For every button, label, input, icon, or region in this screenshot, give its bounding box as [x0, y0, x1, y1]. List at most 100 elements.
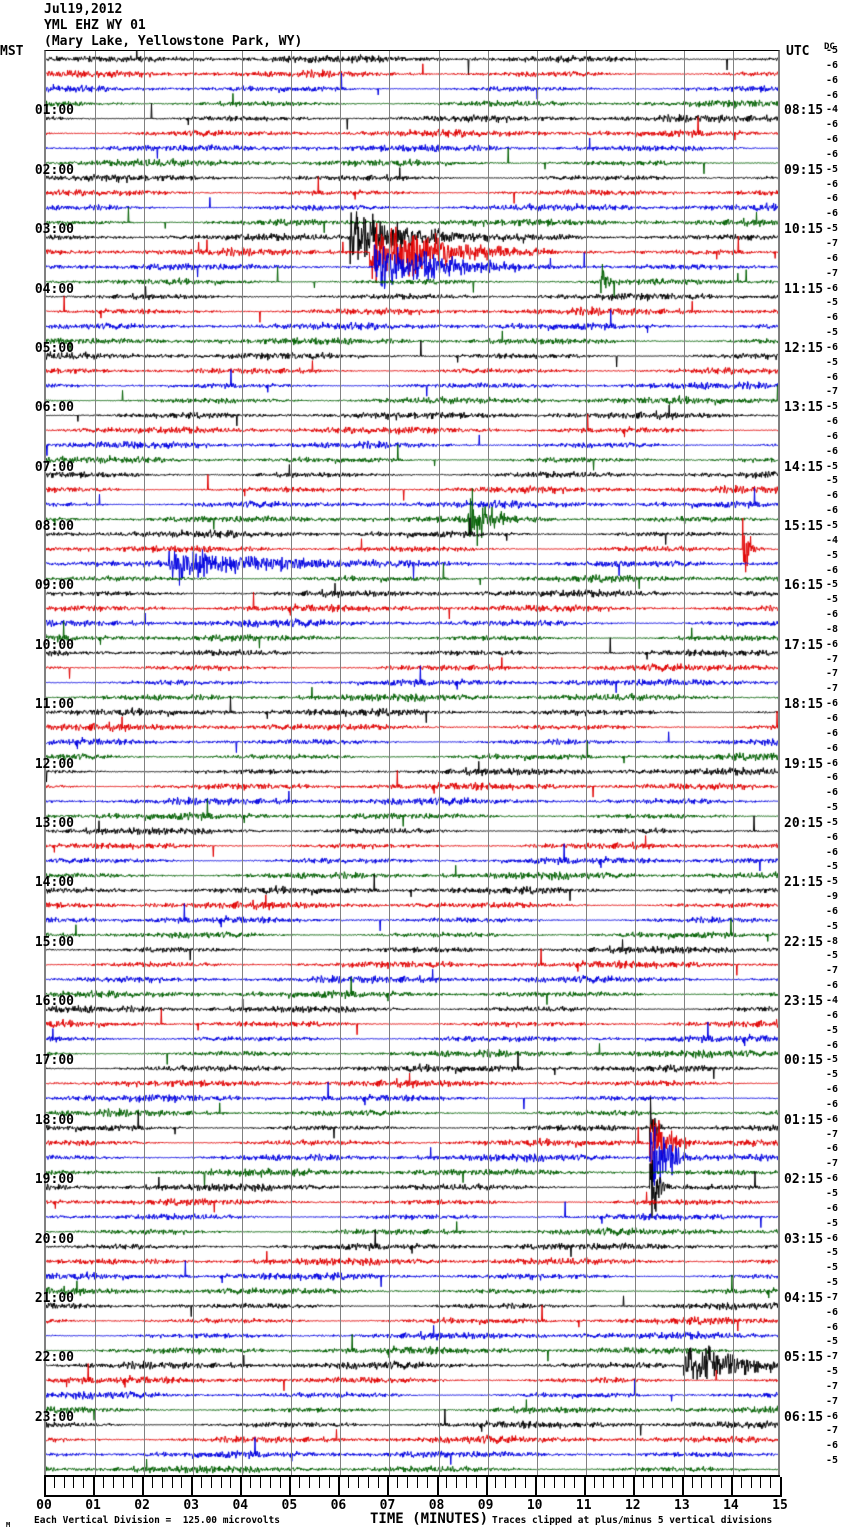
dc-value: -6 — [826, 846, 839, 858]
axis-tick-minor — [63, 1477, 65, 1488]
gridline-minute-3 — [193, 51, 195, 1475]
axis-tick-minor — [770, 1477, 772, 1488]
dc-value: -6 — [826, 831, 839, 843]
dc-value: -5 — [826, 920, 839, 932]
dc-value: -6 — [826, 119, 839, 131]
dc-value: -6 — [826, 490, 839, 502]
dc-value: -5 — [826, 356, 839, 368]
utc-time-label-0415: 04:15 — [784, 1290, 824, 1306]
utc-time-label-1815: 18:15 — [784, 697, 824, 713]
dc-value: -6 — [826, 742, 839, 754]
dc-value: -6 — [826, 1039, 839, 1051]
axis-tick-major — [681, 1477, 684, 1497]
mst-time-label-0600: 06:00 — [34, 400, 74, 416]
axis-tick-minor — [397, 1477, 399, 1488]
gridline-minute-13 — [683, 51, 685, 1475]
dc-value: -5 — [826, 594, 839, 606]
axis-tick-minor — [564, 1477, 566, 1488]
axis-tick-minor — [691, 1477, 693, 1488]
utc-time-label-1215: 12:15 — [784, 340, 824, 356]
dc-value: -7 — [826, 237, 839, 249]
mst-time-label-0900: 09:00 — [34, 578, 74, 594]
dc-value: -6 — [826, 638, 839, 650]
mst-time-label-1500: 15:00 — [34, 934, 74, 950]
axis-tick-major — [730, 1477, 733, 1497]
axis-tick-minor — [259, 1477, 261, 1488]
mst-time-label-1200: 12:00 — [34, 756, 74, 772]
axis-tick-major — [240, 1477, 243, 1497]
gridline-minute-12 — [634, 51, 636, 1475]
dc-value: -6 — [826, 1410, 839, 1422]
mst-time-label-0300: 03:00 — [34, 222, 74, 238]
axis-tick-label-02: 02 — [134, 1498, 150, 1513]
dc-value: -5 — [826, 1024, 839, 1036]
dc-value: -6 — [826, 371, 839, 383]
dc-value: -7 — [826, 668, 839, 680]
gridline-minute-8 — [438, 51, 440, 1475]
axis-tick-minor — [652, 1477, 654, 1488]
dc-value: -6 — [826, 609, 839, 621]
axis-tick-major — [780, 1477, 782, 1497]
axis-tick-minor — [279, 1477, 281, 1488]
utc-time-label-0115: 01:15 — [784, 1112, 824, 1128]
seismic-traces — [46, 51, 778, 1475]
utc-time-label-2215: 22:15 — [784, 934, 824, 950]
dc-value: -4 — [826, 995, 839, 1006]
utc-time-label-1515: 15:15 — [784, 519, 824, 534]
time-axis — [44, 1475, 782, 1497]
axis-tick-minor — [554, 1477, 556, 1488]
axis-tick-minor — [524, 1477, 526, 1488]
dc-value: -6 — [826, 89, 839, 101]
dc-value: -5 — [826, 520, 839, 531]
axis-tick-label-04: 04 — [232, 1498, 249, 1513]
dc-value: -4 — [826, 534, 839, 546]
mst-time-label-0400: 04:00 — [34, 281, 74, 297]
header-station: YML EHZ WY 01 — [44, 18, 146, 33]
utc-time-label-2015: 20:15 — [784, 815, 824, 831]
axis-tick-label-06: 06 — [330, 1498, 347, 1513]
gridline-minute-9 — [487, 51, 489, 1475]
axis-tick-minor — [358, 1477, 360, 1488]
dc-value: -5 — [826, 861, 839, 873]
axis-tick-minor — [515, 1477, 517, 1488]
utc-time-label-1315: 13:15 — [784, 400, 824, 416]
axis-tick-minor — [299, 1477, 301, 1488]
axis-tick-minor — [593, 1477, 595, 1488]
axis-tick-major — [93, 1477, 96, 1497]
utc-time-label-2115: 21:15 — [784, 875, 824, 891]
utc-time-label-1415: 14:15 — [784, 459, 824, 475]
dc-value: -7 — [826, 1158, 839, 1170]
dc-value: -6 — [826, 564, 839, 576]
dc-value: -5 — [826, 950, 839, 962]
dc-value: -5 — [826, 297, 839, 309]
axis-tick-minor — [308, 1477, 310, 1488]
axis-tick-minor — [760, 1477, 762, 1488]
footer-clip-note: Traces clipped at plus/minus 5 vertical … — [492, 1515, 773, 1526]
utc-time-label-1715: 17:15 — [784, 637, 824, 653]
utc-time-label-0215: 02:15 — [784, 1172, 824, 1188]
dc-value: -6 — [826, 1321, 839, 1333]
axis-tick-label-14: 14 — [723, 1498, 739, 1513]
utc-time-label-0815: 08:15 — [784, 103, 824, 119]
dc-value: -6 — [826, 1173, 839, 1185]
axis-tick-minor — [495, 1477, 497, 1488]
mst-time-label-1300: 13:00 — [34, 815, 74, 831]
axis-tick-label-01: 01 — [85, 1498, 101, 1513]
axis-tick-major — [338, 1477, 341, 1497]
mst-time-label-1100: 11:00 — [34, 697, 74, 713]
dc-value: -6 — [826, 1009, 839, 1021]
dc-value: -6 — [826, 430, 839, 442]
axis-tick-minor — [750, 1477, 752, 1488]
gridline-minute-2 — [144, 51, 146, 1475]
dc-value: -6 — [826, 698, 839, 710]
gridline-minute-4 — [242, 51, 244, 1475]
utc-time-label-1115: 11:15 — [784, 281, 824, 297]
dc-value: -6 — [826, 341, 839, 353]
axis-tick-major — [44, 1477, 46, 1497]
axis-tick-minor — [407, 1477, 409, 1488]
mst-time-label-2100: 21:00 — [34, 1290, 74, 1306]
dc-value: -7 — [826, 1395, 839, 1407]
axis-tick-major — [583, 1477, 586, 1497]
axis-tick-minor — [456, 1477, 458, 1488]
